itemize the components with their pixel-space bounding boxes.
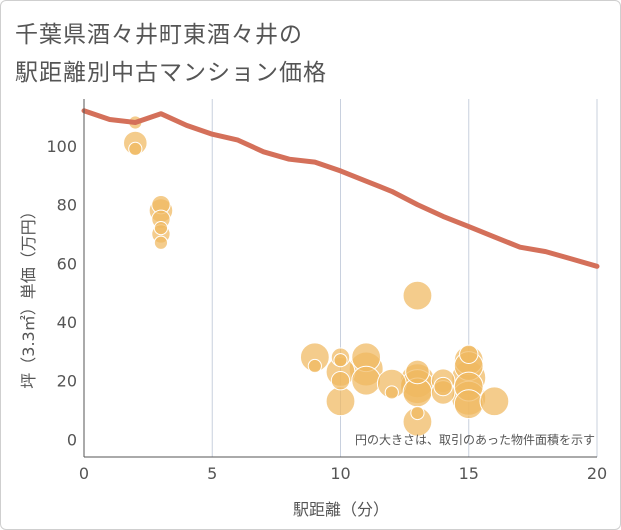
y-tick-label: 80	[57, 196, 77, 215]
y-tick-label: 100	[46, 137, 77, 156]
data-bubble	[128, 141, 143, 156]
bubbles	[123, 115, 510, 437]
y-axis-title: 坪（3.3㎡）単価（万円）	[19, 203, 38, 388]
x-tick-label: 20	[587, 464, 607, 483]
size-legend-note: 円の大きさは、取引のあった物件面積を示す	[355, 432, 595, 447]
x-tick-label: 10	[330, 464, 350, 483]
data-bubble	[405, 359, 430, 385]
data-bubble	[153, 235, 169, 250]
y-tick-label: 40	[57, 313, 77, 332]
axes: 0 5 10 15 20 0 20 40 60 80 100	[46, 99, 607, 483]
chart-title-line2: 駅距離別中古マンション価格	[15, 60, 327, 86]
x-tick-label: 15	[459, 464, 479, 483]
data-bubble	[333, 353, 348, 368]
data-bubble	[307, 358, 322, 374]
x-axis-title: 駅距離（分）	[293, 500, 389, 519]
data-bubble	[384, 385, 399, 400]
y-tick-label: 60	[57, 254, 77, 273]
data-bubble	[153, 221, 169, 236]
data-bubble	[330, 371, 351, 391]
x-tick-label: 5	[207, 464, 217, 483]
y-tick-label: 0	[67, 430, 77, 449]
x-tick-label: 0	[79, 464, 89, 483]
data-bubble	[351, 365, 382, 396]
data-bubble	[453, 389, 484, 420]
trend-line	[81, 108, 600, 269]
y-tick-label: 20	[57, 372, 77, 391]
chart-title-line1: 千葉県酒々井町東酒々井の	[15, 22, 303, 48]
data-bubble	[325, 386, 356, 417]
data-bubble	[402, 280, 433, 311]
data-bubble	[410, 405, 425, 421]
data-bubble	[459, 344, 479, 364]
data-bubble	[479, 386, 510, 417]
trend-line-group	[81, 108, 600, 269]
data-bubble	[433, 376, 453, 397]
